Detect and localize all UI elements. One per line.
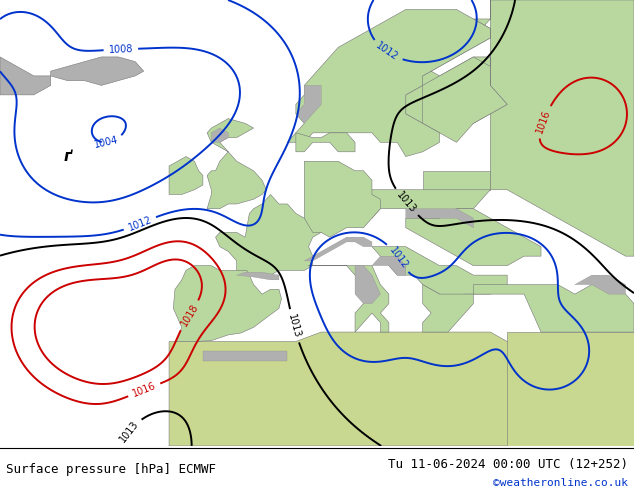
Text: 1008: 1008 [108,44,133,55]
Polygon shape [406,0,634,256]
Polygon shape [304,161,380,237]
Text: 1012: 1012 [127,215,153,233]
Text: 1012: 1012 [387,245,410,271]
Polygon shape [173,266,281,342]
Polygon shape [216,195,321,275]
Polygon shape [355,266,380,304]
Polygon shape [304,237,372,261]
Polygon shape [169,156,203,195]
Polygon shape [207,119,266,209]
Text: 1004: 1004 [93,135,119,150]
Text: 1018: 1018 [179,302,200,328]
Polygon shape [236,272,279,280]
Polygon shape [406,209,541,266]
Polygon shape [363,190,490,218]
Text: ©weatheronline.co.uk: ©weatheronline.co.uk [493,478,628,488]
Polygon shape [287,9,490,156]
Polygon shape [211,128,228,142]
Text: 1013: 1013 [394,190,418,215]
Text: Tu 11-06-2024 00:00 UTC (12+252): Tu 11-06-2024 00:00 UTC (12+252) [387,458,628,471]
Polygon shape [372,256,406,275]
Polygon shape [507,332,634,446]
Polygon shape [372,246,507,304]
Text: 1016: 1016 [534,109,552,135]
Text: 1012: 1012 [374,41,400,63]
Polygon shape [423,285,474,332]
Polygon shape [309,266,389,332]
Polygon shape [169,332,634,446]
Polygon shape [0,57,51,95]
Text: 1013: 1013 [286,313,302,339]
Polygon shape [406,209,474,228]
Polygon shape [51,57,144,85]
Text: ґ: ґ [63,149,72,164]
Polygon shape [575,275,626,294]
Polygon shape [474,285,634,332]
Text: Surface pressure [hPa] ECMWF: Surface pressure [hPa] ECMWF [6,463,216,476]
Text: 1016: 1016 [131,381,157,399]
Polygon shape [296,133,355,152]
Text: 1013: 1013 [118,419,141,444]
Polygon shape [296,85,321,123]
Polygon shape [203,351,287,361]
Polygon shape [423,57,507,142]
Polygon shape [423,171,490,190]
